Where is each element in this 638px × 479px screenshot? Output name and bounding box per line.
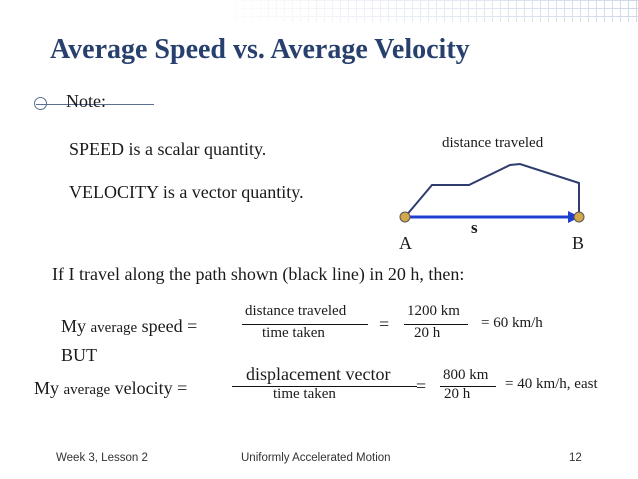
velocity-result: = 40 km/h, east (505, 376, 598, 392)
but-text: BUT (61, 345, 97, 365)
grid-fade (236, 0, 638, 22)
velocity-word: velocity = (110, 378, 188, 398)
speed-numerator: distance traveled (245, 303, 347, 319)
note-bullet-icon (34, 97, 47, 110)
velocity-equation-label: My average velocity = (34, 378, 187, 399)
slide-title: Average Speed vs. Average Velocity (50, 34, 470, 65)
speed-equation-label: My average speed = (61, 316, 197, 337)
point-b-marker (573, 211, 585, 223)
travel-path (404, 162, 580, 218)
velocity-average-word: average (63, 382, 111, 398)
note-label: Note: (66, 91, 106, 111)
speed-average-word: average (90, 320, 138, 336)
point-a-marker (399, 211, 411, 223)
speed-word: speed = (137, 316, 198, 336)
footer-topic: Uniformly Accelerated Motion (241, 452, 391, 464)
speed-time-value: 20 h (414, 325, 441, 341)
speed-denominator: time taken (262, 325, 325, 341)
speed-statement: SPEED is a scalar quantity. (69, 139, 267, 159)
velocity-denominator: time taken (273, 386, 336, 402)
velocity-value-fraction-bar (440, 386, 496, 387)
velocity-displacement-value: 800 km (443, 367, 489, 383)
page-number: 12 (569, 452, 582, 464)
note-underline (36, 104, 154, 105)
speed-prefix: My (61, 316, 91, 336)
speed-equals: = (379, 314, 390, 334)
point-a-label: A (399, 233, 412, 253)
velocity-time-value: 20 h (444, 386, 471, 402)
footer-lesson: Week 3, Lesson 2 (56, 452, 148, 464)
displacement-label: s (471, 218, 478, 237)
speed-distance-value: 1200 km (407, 303, 460, 319)
velocity-numerator: displacement vector (246, 364, 391, 384)
intro-text: If I travel along the path shown (black … (52, 264, 465, 284)
velocity-statement: VELOCITY is a vector quantity. (69, 182, 304, 202)
point-b-label: B (572, 233, 585, 253)
speed-fraction-bar (242, 324, 368, 325)
velocity-prefix: My (34, 378, 64, 398)
speed-value-fraction-bar (404, 324, 468, 325)
speed-result: = 60 km/h (481, 315, 543, 331)
distance-traveled-label: distance traveled (442, 135, 544, 151)
velocity-equals: = (416, 376, 427, 396)
velocity-fraction-bar (232, 386, 417, 387)
